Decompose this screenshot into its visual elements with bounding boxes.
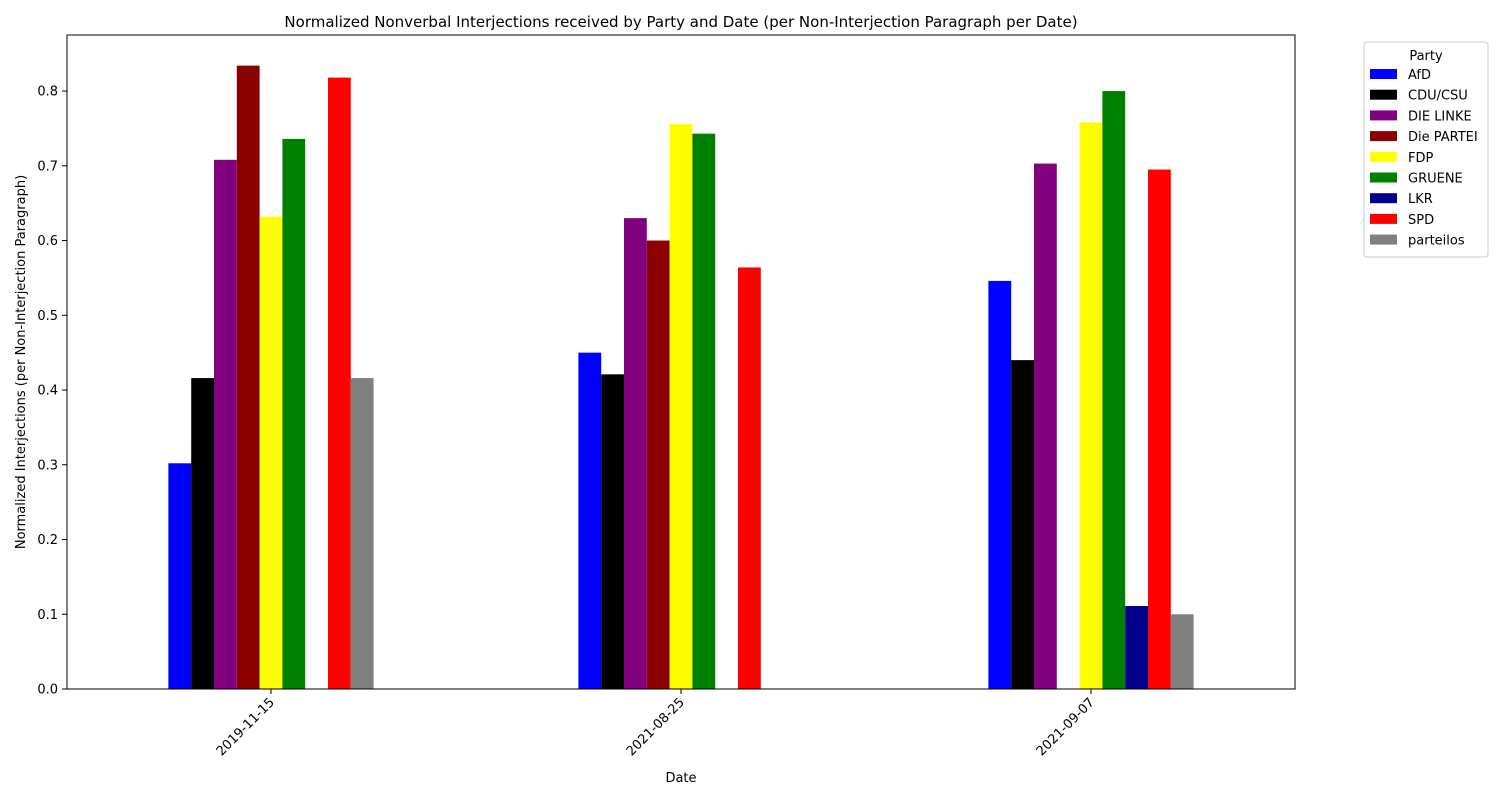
- y-tick-label: 0.7: [37, 159, 58, 174]
- bar-cdu-csu-2021-09-07: [1011, 360, 1034, 689]
- bar-lkr-2021-09-07: [1125, 606, 1148, 689]
- legend-swatch: [1370, 193, 1397, 203]
- bar-fdp-2021-09-07: [1080, 122, 1103, 689]
- x-axis-label: Date: [665, 771, 696, 786]
- legend-label: Die PARTEI: [1408, 130, 1478, 145]
- y-axis-label: Normalized Interjections (per Non-Interj…: [14, 175, 29, 549]
- legend-label: CDU/CSU: [1408, 89, 1468, 104]
- legend-label: SPD: [1408, 213, 1434, 228]
- bar-die-linke-2021-09-07: [1034, 164, 1057, 689]
- bar-spd-2021-08-25: [738, 267, 761, 689]
- bar-afd-2019-11-15: [168, 463, 191, 689]
- y-axis: 0.0 0.1 0.2 0.3 0.4 0.5 0.6 0.7 0.8: [37, 85, 67, 698]
- legend-swatch: [1370, 214, 1397, 224]
- legend-swatch: [1370, 131, 1397, 141]
- y-tick-label: 0.0: [37, 683, 58, 698]
- y-tick-label: 0.2: [37, 533, 58, 548]
- bars: [168, 66, 1193, 689]
- x-axis: 2019-11-15 2021-08-25 2021-09-07: [214, 689, 1098, 759]
- legend-label: AfD: [1408, 68, 1431, 83]
- bar-gruene-2021-09-07: [1102, 91, 1125, 689]
- legend-label: parteilos: [1408, 234, 1465, 249]
- bar-spd-2021-09-07: [1148, 170, 1171, 689]
- legend-swatch: [1370, 235, 1397, 245]
- legend-swatch: [1370, 152, 1397, 162]
- x-tick-label: 2021-08-25: [624, 695, 688, 759]
- chart-title: Normalized Nonverbal Interjections recei…: [284, 13, 1077, 31]
- y-tick-label: 0.5: [37, 309, 58, 324]
- x-tick-label: 2019-11-15: [214, 695, 278, 759]
- bar-gruene-2021-08-25: [692, 134, 715, 689]
- legend-label: LKR: [1408, 192, 1433, 207]
- legend-label: GRUENE: [1408, 172, 1463, 187]
- bar-die-linke-2021-08-25: [624, 218, 647, 689]
- x-tick-label: 2021-09-07: [1034, 695, 1098, 759]
- y-tick-label: 0.4: [37, 384, 58, 399]
- bar-cdu-csu-2019-11-15: [191, 378, 214, 689]
- bar-spd-2019-11-15: [328, 78, 351, 689]
- legend-swatch: [1370, 173, 1397, 183]
- legend-label: DIE LINKE: [1408, 109, 1472, 124]
- bar-fdp-2019-11-15: [260, 217, 283, 689]
- bar-gruene-2019-11-15: [282, 139, 305, 689]
- y-tick-label: 0.6: [37, 234, 58, 249]
- legend-swatch: [1370, 110, 1397, 120]
- legend-swatch: [1370, 90, 1397, 100]
- y-tick-label: 0.8: [37, 85, 58, 100]
- bar-fdp-2021-08-25: [670, 124, 693, 689]
- bar-cdu-csu-2021-08-25: [601, 374, 624, 689]
- y-tick-label: 0.3: [37, 458, 58, 473]
- bar-parteilos-2019-11-15: [351, 378, 374, 689]
- bar-afd-2021-09-07: [988, 281, 1011, 689]
- legend: Party AfD CDU/CSU DIE LINKE Die PARTEI FDP GR…: [1364, 42, 1488, 257]
- legend-title: Party: [1409, 49, 1443, 64]
- legend-swatch: [1370, 69, 1397, 79]
- bar-parteilos-2021-09-07: [1171, 614, 1194, 689]
- bar-die-linke-2019-11-15: [214, 160, 237, 689]
- bar-die-partei-2021-08-25: [647, 241, 670, 689]
- bar-afd-2021-08-25: [578, 353, 601, 689]
- legend-label: FDP: [1408, 151, 1433, 166]
- y-tick-label: 0.1: [37, 608, 58, 623]
- bar-die-partei-2019-11-15: [237, 66, 260, 689]
